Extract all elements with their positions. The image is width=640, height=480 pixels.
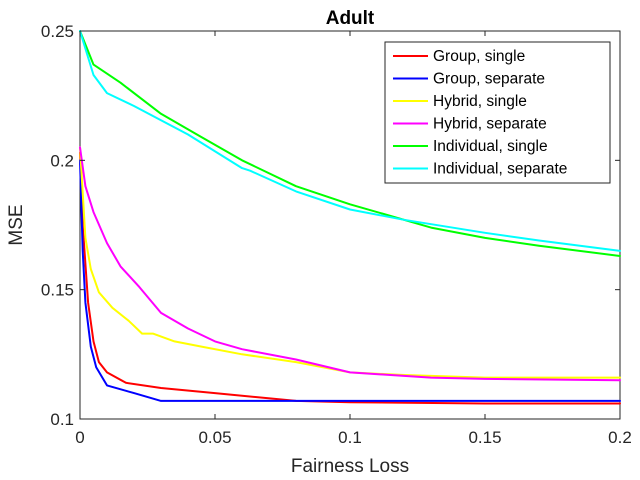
y-axis-label: MSE xyxy=(6,204,27,245)
x-tick-label: 0.05 xyxy=(198,428,231,447)
series-line-2 xyxy=(79,159,621,402)
x-tick-label: 0.2 xyxy=(608,428,632,447)
series-line-5 xyxy=(79,30,621,257)
series-line-6 xyxy=(79,30,621,252)
legend-label: Group, single xyxy=(433,48,525,65)
x-tick-label: 0.15 xyxy=(468,428,501,447)
y-tick-label: 0.15 xyxy=(41,281,74,300)
x-axis-label: Fairness Loss xyxy=(291,456,409,477)
series-layer xyxy=(79,30,621,405)
x-tick-label: 0 xyxy=(75,428,84,447)
legend-label: Hybrid, separate xyxy=(433,116,547,133)
x-axis: 0 0.05 0.1 0.15 0.2 xyxy=(75,31,632,447)
legend-box xyxy=(384,41,611,184)
series-line-1 xyxy=(79,151,621,405)
y-tick-label: 0.1 xyxy=(50,410,74,429)
y-tick-label: 0.2 xyxy=(50,151,74,170)
series-line-4 xyxy=(79,146,621,382)
legend-label: Hybrid, single xyxy=(433,93,527,110)
x-tick-label: 0.1 xyxy=(338,428,362,447)
y-axis: 0.1 0.15 0.2 0.25 xyxy=(41,22,620,429)
legend-label: Individual, separate xyxy=(433,161,567,178)
chart-title: Adult xyxy=(326,8,375,29)
y-tick-label: 0.25 xyxy=(41,22,74,41)
legend: Group, single Group, separate Hybrid, sing… xyxy=(384,41,611,184)
legend-label: Group, separate xyxy=(433,71,545,88)
legend-label: Individual, single xyxy=(433,138,548,155)
